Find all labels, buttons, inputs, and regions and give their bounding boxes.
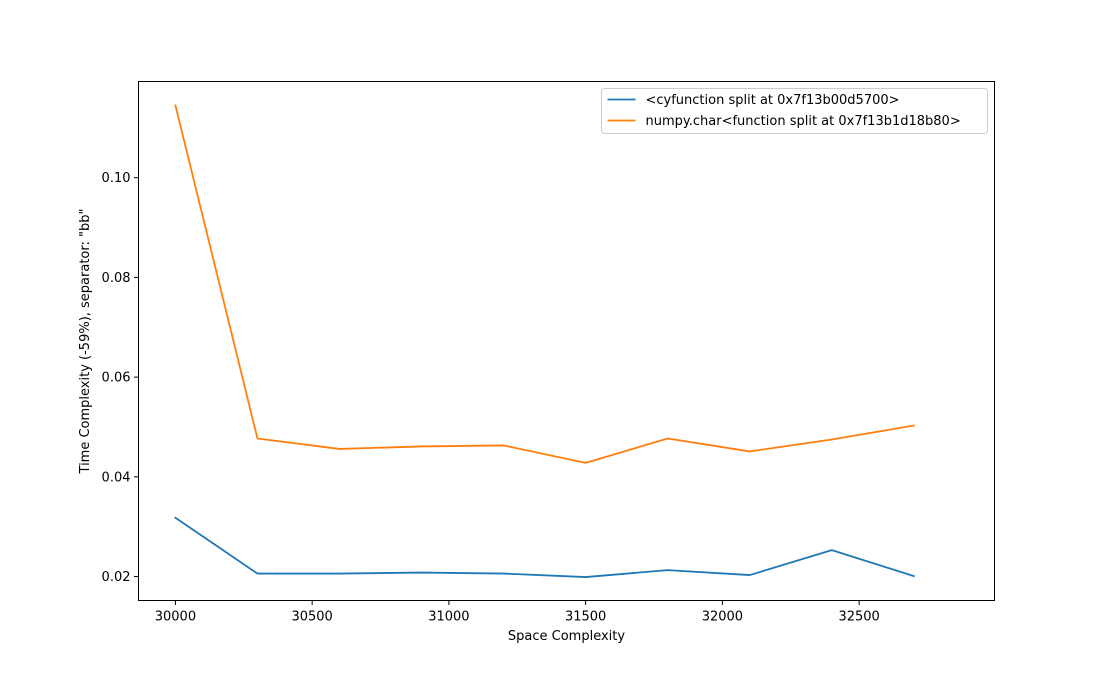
legend-label-2: numpy.char<function split at 0x7f13b1d18… bbox=[646, 114, 961, 129]
x-tick-label: 32500 bbox=[838, 610, 879, 625]
series-line-2 bbox=[175, 105, 913, 462]
x-axis-label: Space Complexity bbox=[508, 629, 625, 644]
plot-area-frame bbox=[139, 82, 995, 601]
y-axis-ticks: 0.02 0.04 0.06 0.08 0.10 bbox=[102, 171, 139, 585]
y-tick-label: 0.08 bbox=[102, 271, 131, 286]
y-tick-label: 0.06 bbox=[102, 371, 131, 386]
x-tick-label: 30500 bbox=[291, 610, 332, 625]
legend: <cyfunction split at 0x7f13b00d5700> nump… bbox=[602, 89, 988, 134]
x-tick-label: 31000 bbox=[428, 610, 469, 625]
plot-layer bbox=[175, 105, 913, 577]
series-line-1 bbox=[175, 518, 913, 577]
legend-label-1: <cyfunction split at 0x7f13b00d5700> bbox=[646, 93, 900, 108]
y-tick-label: 0.02 bbox=[102, 570, 131, 585]
y-tick-label: 0.04 bbox=[102, 470, 131, 485]
x-tick-label: 30000 bbox=[155, 610, 196, 625]
x-tick-label: 31500 bbox=[565, 610, 606, 625]
x-axis-ticks: 30000 30500 31000 31500 32000 32500 bbox=[155, 601, 880, 625]
x-tick-label: 32000 bbox=[702, 610, 743, 625]
y-axis-label: Time Complexity (-59%), separator: "bb" bbox=[78, 209, 93, 475]
y-tick-label: 0.10 bbox=[102, 171, 131, 186]
